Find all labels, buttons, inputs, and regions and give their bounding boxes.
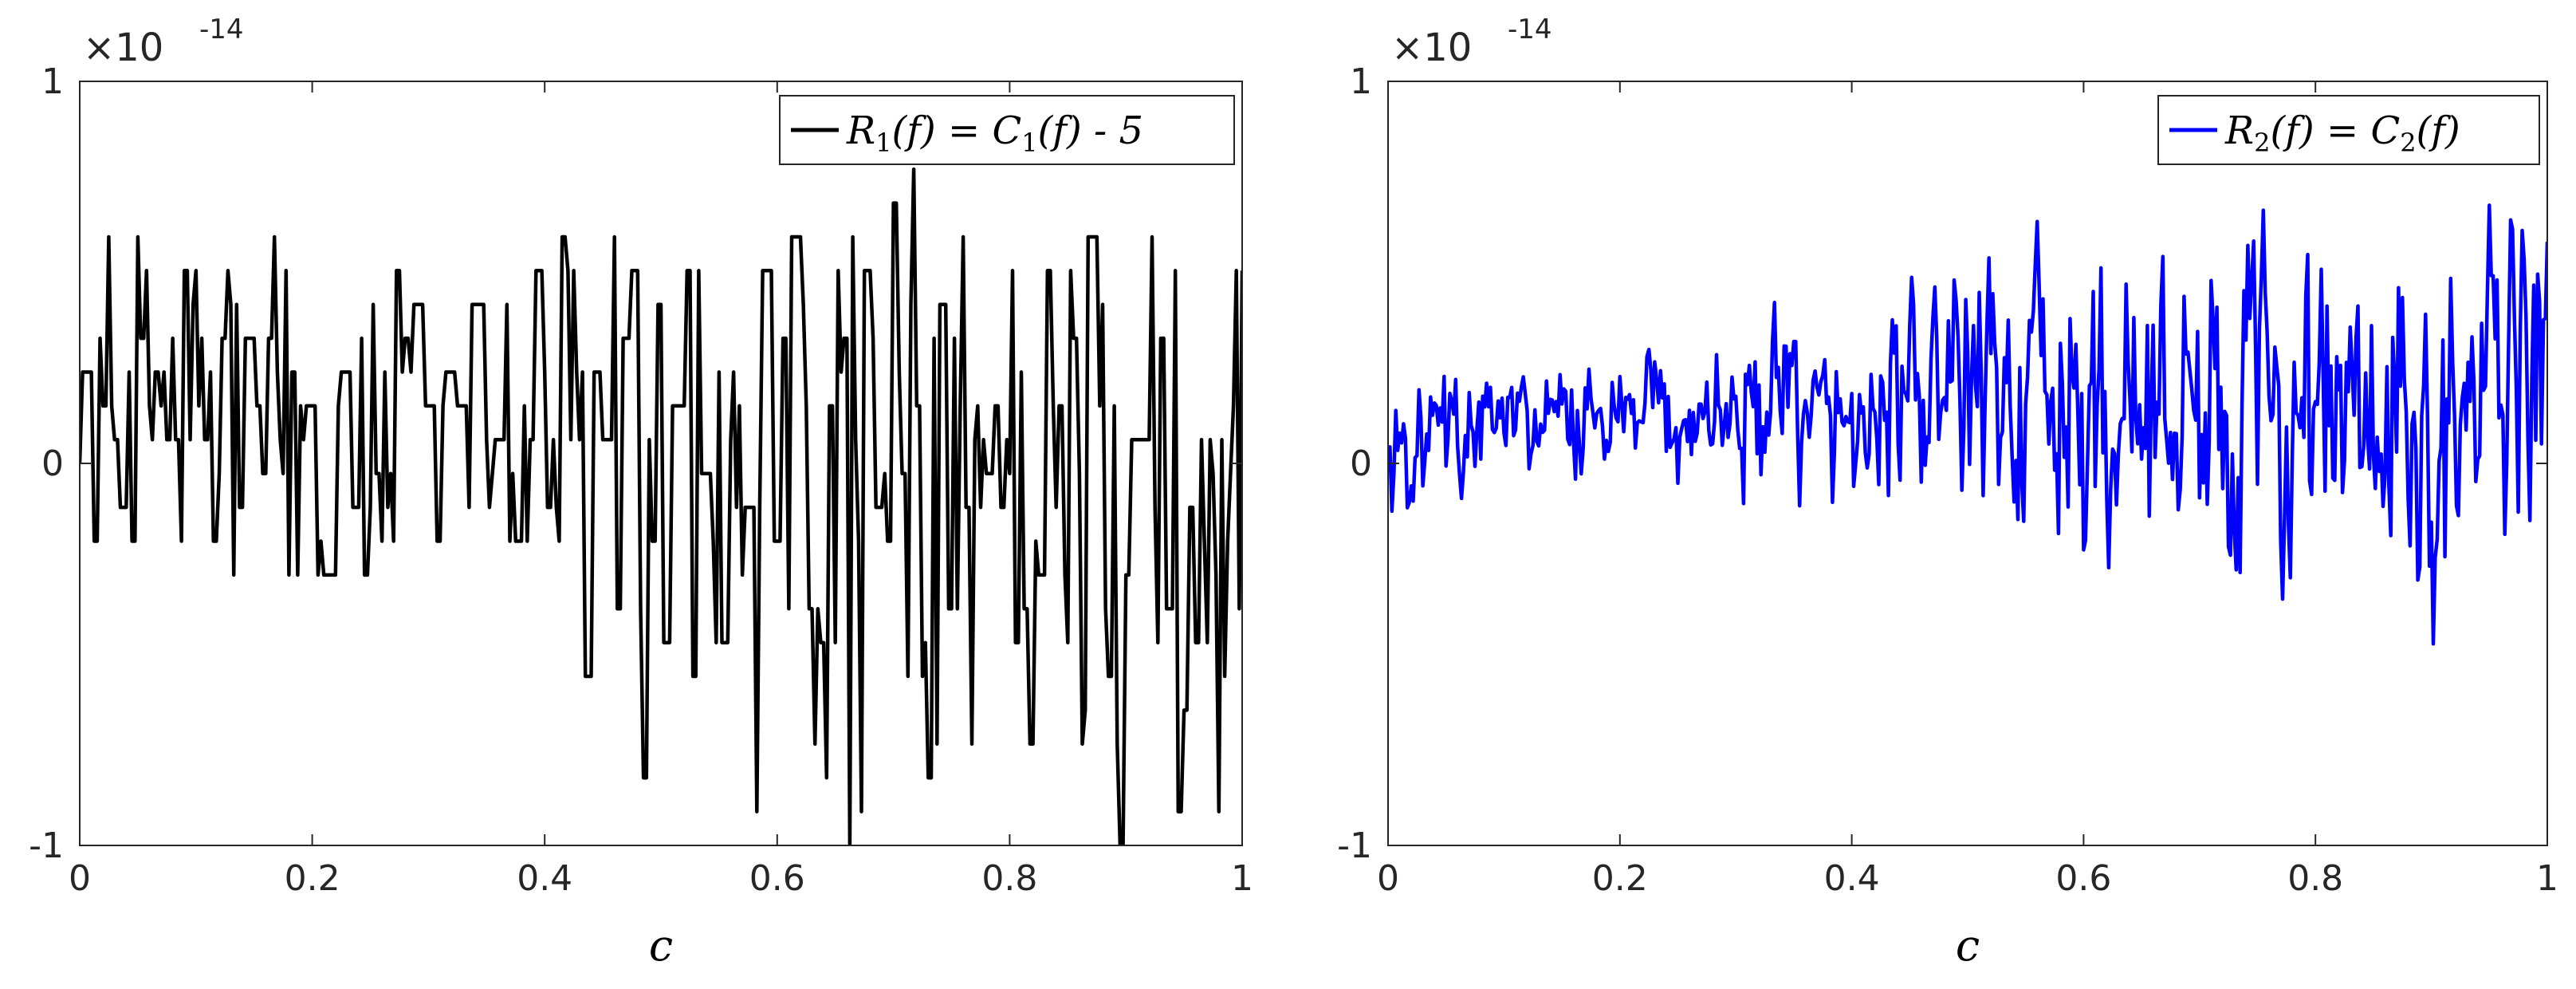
y-exponent-power: -14 (1508, 14, 1552, 45)
x-tick-label: 0.4 (1824, 858, 1880, 899)
legend: R2(f) = C2(f) (2157, 95, 2540, 165)
legend-box (2157, 95, 2540, 165)
legend-tail: (f) - 5 (1038, 108, 1144, 153)
x-tick-label: 0.6 (749, 858, 805, 899)
x-axis-label: c (1956, 920, 1980, 971)
legend-box (779, 95, 1235, 165)
legend-rhs-sub: 1 (1021, 128, 1037, 158)
x-axis-label: c (649, 920, 673, 971)
legend-label: R2(f) = C2(f) (2224, 108, 2460, 158)
x-tick-label: 0.2 (285, 858, 340, 899)
legend-lhs-sub: 1 (875, 128, 891, 158)
x-tick-label: 0.8 (981, 858, 1037, 899)
y-tick-label: 0 (1350, 443, 1372, 484)
series-line (80, 167, 1242, 845)
y-tick-label: -1 (29, 825, 64, 866)
legend: R1(f) = C1(f) - 5 (779, 95, 1235, 165)
x-tick-label: 0.8 (2287, 858, 2343, 899)
y-tick-label: 1 (41, 61, 64, 102)
legend-tail: (f) (2417, 108, 2460, 153)
x-tick-label: 0 (69, 858, 91, 899)
y-tick-label: 1 (1350, 61, 1372, 102)
x-tick-label: 0.2 (1592, 858, 1648, 899)
y-exponent-power: -14 (199, 14, 244, 45)
legend-rhs-sub: 2 (2400, 128, 2416, 158)
legend-lhs: R (846, 108, 875, 153)
legend-mid: (f) = (892, 108, 993, 153)
legend-mid: (f) = (2271, 108, 2371, 153)
y-tick-label: -1 (1337, 825, 1372, 866)
x-tick-label: 1 (1231, 858, 1253, 899)
y-tick-label: 0 (41, 443, 64, 484)
legend-rhs: C (2370, 108, 2400, 153)
legend-label: R1(f) = C1(f) - 5 (846, 108, 1143, 158)
legend-rhs: C (992, 108, 1021, 153)
y-exponent-base: ×10 (83, 26, 163, 70)
x-tick-label: 0.6 (2055, 858, 2111, 899)
x-tick-label: 0.4 (517, 858, 572, 899)
x-tick-label: 1 (2536, 858, 2558, 899)
y-exponent-base: ×10 (1391, 26, 1472, 70)
legend-lhs: R (2224, 108, 2254, 153)
x-tick-label: 0 (1377, 858, 1399, 899)
series-line (1388, 203, 2547, 646)
legend-lhs-sub: 2 (2254, 128, 2270, 158)
